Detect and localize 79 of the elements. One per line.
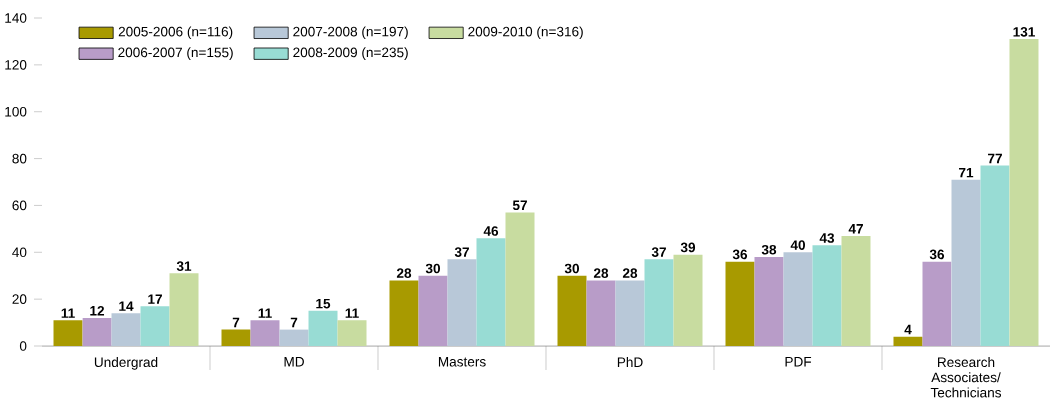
data-label: 11: [258, 308, 272, 318]
legend-label: 2006-2007 (n=155): [118, 47, 233, 60]
legend-label: 2008-2009 (n=235): [293, 47, 408, 60]
bar: [783, 252, 813, 346]
data-label: 7: [290, 317, 298, 328]
data-label: 4: [904, 324, 912, 335]
y-tick-label: 40: [12, 247, 27, 258]
bar: [922, 261, 952, 346]
bar: [389, 280, 419, 346]
bar: [644, 259, 674, 346]
data-label: 71: [959, 167, 974, 178]
data-label: 77: [988, 153, 1002, 164]
x-tick-label: PhD: [617, 357, 643, 367]
data-label: 47: [848, 224, 863, 234]
bar: [111, 313, 141, 346]
data-label: 40: [790, 240, 806, 250]
bar: [586, 280, 616, 346]
data-label: 12: [90, 305, 105, 316]
data-label: 36: [732, 249, 748, 260]
data-label: 46: [483, 226, 499, 236]
bar: [279, 329, 309, 346]
data-label: 38: [761, 244, 777, 255]
bar: [673, 254, 703, 346]
y-tick-label: 100: [5, 106, 27, 117]
bar: [53, 320, 83, 346]
y-tick-label: 60: [12, 200, 27, 211]
bar: [1009, 39, 1039, 346]
bar: [505, 212, 535, 346]
bar: [221, 329, 251, 346]
bar: [615, 280, 645, 346]
bar: [169, 273, 199, 346]
y-tick-label: 0: [19, 341, 27, 351]
bar: [418, 275, 448, 346]
data-label: 17: [148, 294, 162, 304]
data-label: 30: [425, 263, 441, 274]
bar: [308, 310, 338, 346]
data-label: 7: [232, 317, 240, 328]
data-label: 31: [176, 261, 192, 271]
legend-label: 2009-2010 (n=316): [468, 26, 583, 40]
data-label: 28: [593, 268, 609, 278]
bar: [754, 256, 784, 346]
x-tick-label: Undergrad: [94, 357, 158, 370]
data-label: 15: [316, 298, 331, 309]
bar: [812, 245, 842, 346]
legend-label: 2005-2006 (n=116): [118, 26, 233, 40]
bar: [557, 275, 587, 346]
x-tick-label: MD: [284, 357, 304, 367]
data-label: 37: [454, 247, 469, 257]
data-label: 14: [119, 301, 134, 311]
data-label: 39: [680, 242, 696, 253]
data-label: 30: [564, 263, 580, 274]
data-label: 37: [651, 247, 666, 257]
bar: [893, 336, 923, 346]
data-label: 43: [819, 233, 835, 243]
bar: [841, 235, 871, 346]
bar: [82, 317, 112, 346]
data-label: 11: [61, 308, 75, 318]
y-tick-label: 140: [5, 13, 27, 23]
x-tick-label: PDF: [785, 357, 812, 367]
data-label: 131: [1013, 27, 1035, 37]
bar: [951, 179, 981, 346]
bar: [447, 259, 477, 346]
bar: [250, 320, 280, 346]
data-label: 28: [622, 268, 638, 278]
y-tick-label: 20: [12, 294, 27, 304]
bar: [476, 238, 506, 346]
bar: [980, 165, 1010, 346]
bar: [140, 306, 170, 346]
bar: [337, 320, 367, 346]
y-tick-label: 120: [5, 60, 27, 70]
legend-label: 2007-2008 (n=197): [293, 26, 408, 40]
bar: [725, 261, 755, 346]
x-tick-label: Masters: [438, 357, 486, 367]
y-tick-label: 80: [12, 153, 27, 164]
data-label: 36: [929, 249, 945, 260]
x-tick-label: Research Associates/ Technicians: [930, 357, 1002, 398]
data-label: 57: [512, 200, 527, 211]
data-label: 11: [345, 308, 359, 318]
data-label: 28: [396, 268, 412, 278]
